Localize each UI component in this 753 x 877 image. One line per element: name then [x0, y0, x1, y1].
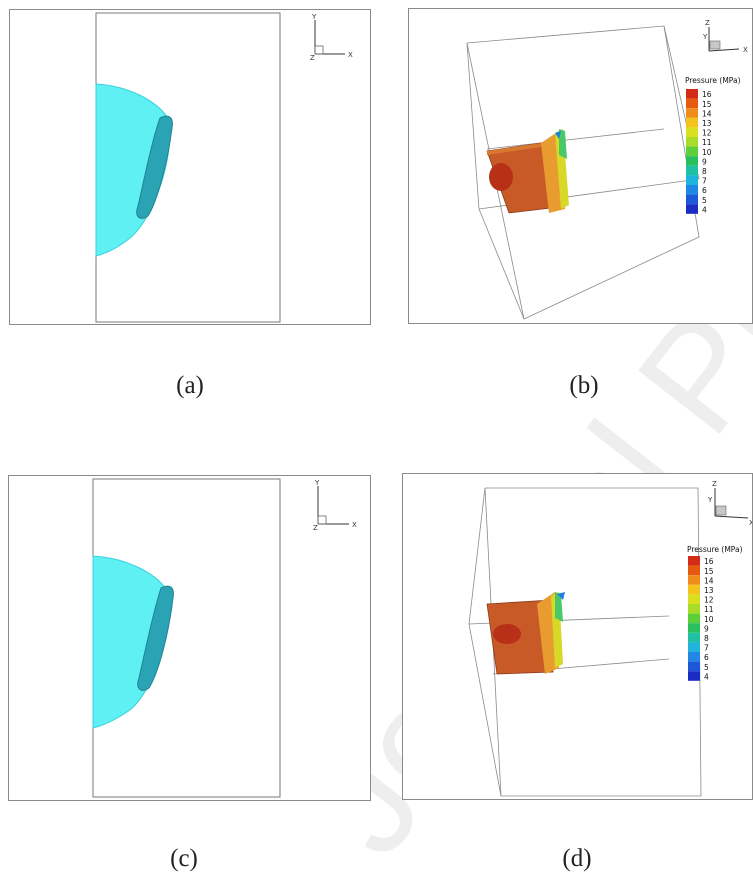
panel-d: Z X Y Pressure (MPa) 1615141312111098765…: [402, 473, 753, 800]
legend-swatch: [686, 175, 698, 185]
legend-swatches: [688, 556, 700, 681]
cyan-ridge: [137, 585, 174, 691]
legend-swatch: [686, 98, 698, 109]
axis-label-vertical: Y: [311, 13, 317, 21]
legend-swatch: [686, 137, 698, 147]
axis-triad: [314, 20, 345, 55]
caption-b: (b): [569, 372, 599, 399]
legend-tick-label: 12: [704, 596, 714, 605]
axis-label-horizontal: X: [743, 46, 748, 54]
legend-swatch: [686, 156, 698, 166]
legend-tick-label: 8: [702, 167, 707, 176]
axis-label-depth: Y: [702, 33, 708, 41]
legend-tick-label: 11: [702, 138, 712, 147]
legend-tick-label: 7: [702, 177, 707, 186]
wireframe-box: [468, 487, 702, 797]
legend-tick-label: 4: [704, 672, 709, 681]
caption-a: (a): [176, 372, 204, 399]
legend-swatch: [686, 117, 698, 128]
legend-tick-label: 7: [704, 644, 709, 653]
axis-triad: [317, 486, 349, 525]
axis-label-vertical: Y: [314, 479, 320, 487]
pressure-body: [486, 592, 565, 675]
axis-label-vertical: Z: [705, 19, 710, 27]
panel-c-render: Y X Z: [92, 478, 357, 798]
panel-c: Y X Z: [8, 475, 371, 801]
legend-title: Pressure (MPa): [687, 545, 743, 554]
legend-tick-label: 16: [704, 557, 714, 566]
legend-tick-label: 14: [704, 576, 714, 585]
legend-tick-label: 9: [702, 157, 707, 166]
legend-tick-label: 15: [702, 100, 712, 109]
legend-swatch: [688, 623, 700, 633]
legend-swatch: [686, 89, 698, 99]
legend-tick-label: 11: [704, 605, 714, 614]
panel-a: Y X Z: [9, 9, 371, 325]
axis-label-depth: Y: [707, 496, 713, 504]
caption-d: (d): [562, 845, 592, 872]
legend-tick-label: 8: [704, 634, 709, 643]
panel-b: Z X Y Pressure (MPa) 16 15 14 13 12 11 10 9 8 7 6 5…: [408, 8, 753, 324]
legend-swatch: [686, 204, 698, 214]
legend-swatch: [688, 632, 700, 643]
legend-swatch: [686, 194, 698, 205]
axis-label-horizontal: X: [749, 519, 753, 527]
legend-swatch: [688, 604, 700, 614]
axis-triad: [714, 488, 749, 519]
axis-label-vertical: Z: [712, 480, 717, 488]
legend-swatch: [686, 127, 698, 137]
legend-swatch: [686, 165, 698, 176]
legend-swatch: [686, 108, 698, 118]
legend-swatch: [688, 575, 700, 585]
legend-swatch: [688, 565, 700, 576]
legend-swatch: [686, 146, 698, 157]
axis-triad: [708, 27, 740, 52]
cyan-ridge: [136, 115, 173, 219]
legend-tick-label: 12: [702, 129, 712, 138]
legend-tick-label: 15: [704, 567, 714, 576]
axis-label-depth: Z: [310, 54, 315, 62]
legend-tick-label: 14: [702, 109, 712, 118]
legend-swatches: [686, 89, 698, 214]
legend-tick-label: 10: [704, 615, 714, 624]
legend-tick-label: 4: [702, 205, 707, 214]
axis-label-depth: Z: [313, 524, 318, 532]
legend-tick-label: 13: [702, 119, 712, 128]
legend-tick-label: 16: [702, 90, 712, 99]
legend-swatch: [688, 594, 700, 604]
legend-swatch: [688, 652, 700, 662]
axis-label-horizontal: X: [348, 51, 353, 59]
legend-tick-label: 5: [702, 196, 707, 205]
pressure-body: [486, 129, 569, 214]
legend-tick-label: 10: [702, 148, 712, 157]
legend-swatch: [688, 613, 700, 624]
legend-title: Pressure (MPa): [685, 76, 741, 85]
legend-swatch: [688, 661, 700, 672]
caption-c: (c): [170, 845, 198, 872]
legend-swatch: [688, 584, 700, 595]
axis-label-horizontal: X: [352, 521, 357, 529]
panel-d-render: Z X Y Pressure (MPa) 1615141312111098765…: [468, 480, 753, 797]
legend-swatch: [688, 642, 700, 652]
legend-swatch: [688, 671, 700, 681]
panel-a-render: Y X Z: [95, 12, 353, 323]
panel-b-render: Z X Y Pressure (MPa) 1615141312111098765…: [466, 19, 748, 320]
legend-swatch: [686, 185, 698, 195]
legend-swatch: [688, 556, 700, 566]
legend-tick-label: 5: [704, 663, 709, 672]
legend-tick-label: 9: [704, 624, 709, 633]
legend-tick-label: 13: [704, 586, 714, 595]
legend-tick-label: 6: [704, 653, 709, 662]
legend-tick-label: 6: [702, 186, 707, 195]
